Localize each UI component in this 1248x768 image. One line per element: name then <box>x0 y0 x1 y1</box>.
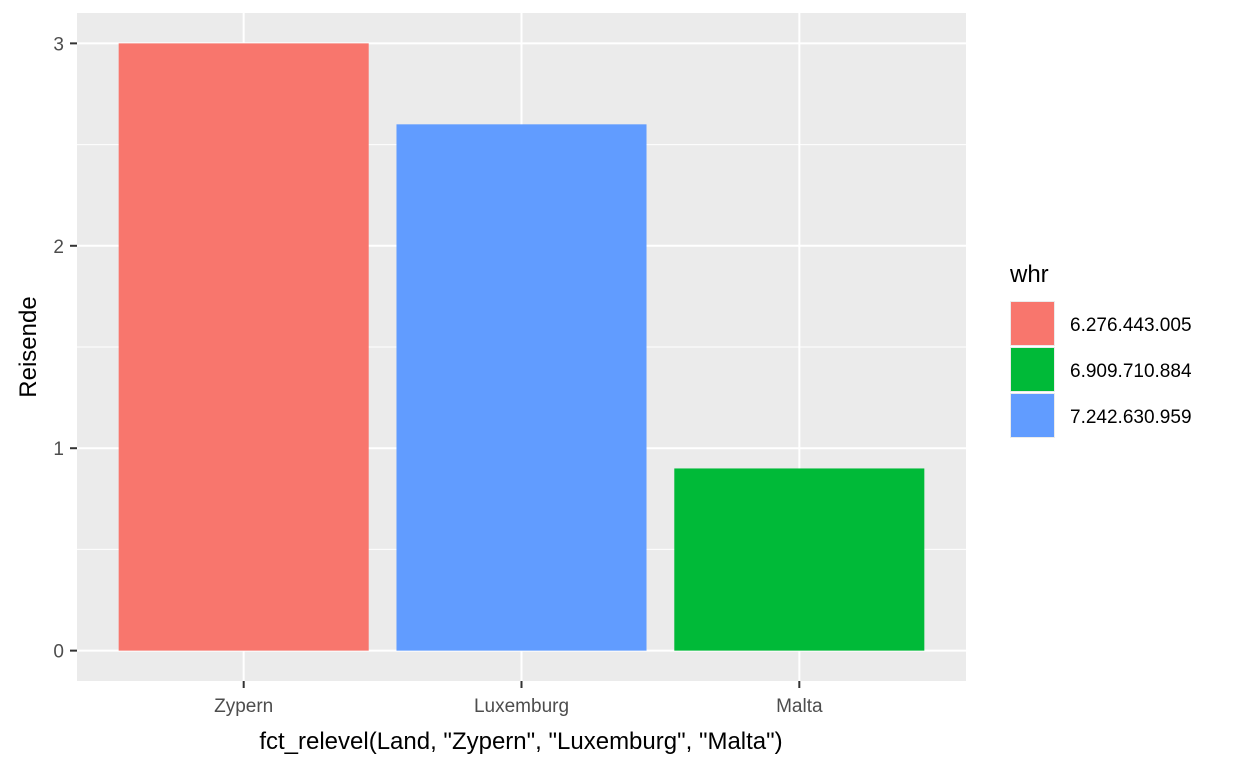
x-axis: Zypern Luxemburg Malta <box>214 681 823 717</box>
y-axis: 0 1 2 3 <box>53 34 77 663</box>
y-tick-label: 3 <box>53 34 64 55</box>
legend-swatch <box>1011 302 1054 345</box>
bar-luxemburg <box>396 124 647 651</box>
x-tick-label: Malta <box>776 696 823 717</box>
legend-label: 6.276.443.005 <box>1070 315 1192 336</box>
x-axis-title: fct_relevel(Land, "Zypern", "Luxemburg",… <box>259 728 782 755</box>
legend-label: 6.909.710.884 <box>1070 361 1192 382</box>
legend-label: 7.242.630.959 <box>1070 407 1192 428</box>
legend: whr 6.276.443.005 6.909.710.884 7.242.630.… <box>1009 261 1192 438</box>
y-tick-label: 2 <box>53 237 64 258</box>
x-tick-label: Zypern <box>214 696 273 717</box>
bar-malta <box>674 468 925 651</box>
legend-swatch <box>1011 348 1054 391</box>
legend-title: whr <box>1009 261 1049 288</box>
y-tick-label: 1 <box>53 439 64 460</box>
bars <box>118 43 925 651</box>
y-tick-label: 0 <box>53 642 64 663</box>
legend-swatch <box>1011 394 1054 437</box>
bar-zypern <box>118 43 369 651</box>
y-axis-title: Reisende <box>15 296 42 397</box>
x-tick-label: Luxemburg <box>474 696 569 717</box>
